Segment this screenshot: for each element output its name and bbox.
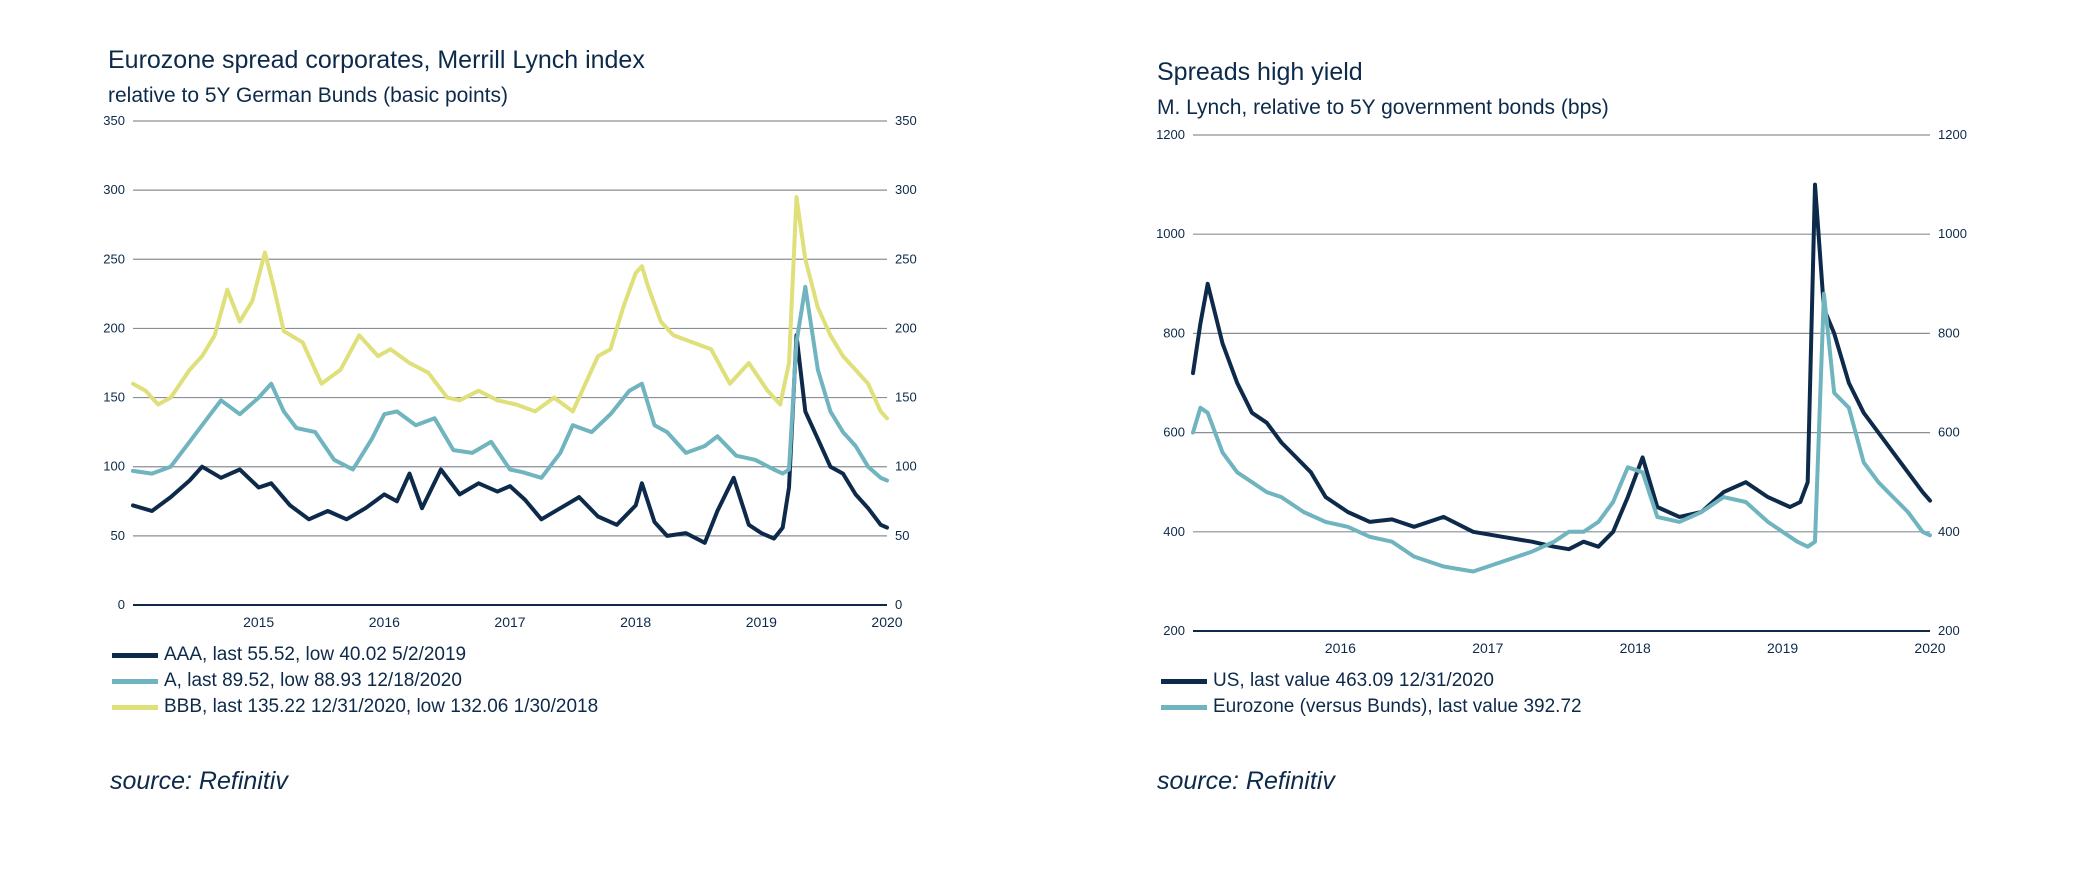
x-tick-label: 2018 (620, 614, 651, 630)
y-tick-label-right: 400 (1938, 524, 1960, 539)
legend-label: Eurozone (versus Bunds), last value 392.… (1213, 696, 1582, 717)
x-tick-label: 2016 (1325, 640, 1356, 656)
series-line (131, 284, 889, 483)
y-tick-label-left: 0 (118, 597, 125, 612)
source-note: source: Refinitiv (1157, 767, 1335, 795)
chart-subtitle: M. Lynch, relative to 5Y government bond… (1157, 96, 1609, 119)
x-tick-label: 2018 (1620, 640, 1651, 656)
series-line (131, 333, 889, 545)
y-tick-label-right: 100 (895, 459, 917, 474)
y-tick-label-right: 150 (895, 390, 917, 405)
legend-item-us: US, last value 463.09 12/31/2020 (1161, 668, 1582, 694)
chart-panel-left: Eurozone spread corporates, Merrill Lync… (103, 46, 917, 795)
legend-swatch (112, 678, 158, 684)
legend-label: A, last 89.52, low 88.93 12/18/2020 (164, 670, 462, 691)
y-tick-label-right: 50 (895, 528, 909, 543)
legend-swatch (1161, 678, 1207, 684)
y-tick-label-right: 350 (895, 113, 917, 128)
y-tick-label-right: 200 (895, 320, 917, 335)
chart-legend: AAA, last 55.52, low 40.02 5/2/2019 A, l… (112, 642, 598, 720)
chart-panel-right: Spreads high yield M. Lynch, relative to… (1037, 0, 2074, 872)
legend-item-aaa: AAA, last 55.52, low 40.02 5/2/2019 (112, 642, 598, 668)
series-line (1191, 291, 1932, 574)
chart-subtitle: relative to 5Y German Bunds (basic point… (108, 84, 508, 107)
y-tick-label-left: 600 (1163, 425, 1185, 440)
y-tick-label-left: 400 (1163, 524, 1185, 539)
y-tick-label-right: 600 (1938, 425, 1960, 440)
y-tick-label-left: 1200 (1156, 127, 1185, 142)
y-tick-label-left: 800 (1163, 325, 1185, 340)
y-tick-label-right: 1000 (1938, 226, 1967, 241)
y-tick-label-left: 1000 (1156, 226, 1185, 241)
line-chart-right: 200 200 400 400 600 600 800 800 1000 1000 1200 1200… (1156, 127, 1967, 656)
legend-item-a: A, last 89.52, low 88.93 12/18/2020 (112, 668, 598, 694)
x-tick-label: 2017 (494, 614, 525, 630)
legend-label: AAA, last 55.52, low 40.02 5/2/2019 (164, 644, 467, 665)
legend-label: BBB, last 135.22 12/31/2020, low 132.06 … (164, 696, 599, 717)
x-tick-label: 2019 (1767, 640, 1798, 656)
legend-swatch (1161, 704, 1207, 710)
y-tick-label-right: 800 (1938, 325, 1960, 340)
x-tick-label: 2019 (746, 614, 777, 630)
legend-item-bbb: BBB, last 135.22 12/31/2020, low 132.06 … (112, 694, 598, 720)
y-tick-label-left: 150 (103, 390, 125, 405)
x-tick-label: 2017 (1472, 640, 1503, 656)
y-tick-label-right: 0 (895, 597, 902, 612)
series-line (1191, 182, 1932, 552)
x-tick-label: 2020 (1914, 640, 1945, 656)
legend-swatch (112, 704, 158, 710)
chart-legend: US, last value 463.09 12/31/2020 Eurozon… (1161, 668, 1582, 720)
legend-label: US, last value 463.09 12/31/2020 (1213, 670, 1494, 691)
legend-swatch (112, 652, 158, 658)
x-tick-label: 2015 (243, 614, 274, 630)
x-tick-label: 2020 (871, 614, 902, 630)
line-chart-left: 0 0 50 50 100 100 150 150 200 200 250 250 300 300 350 3… (103, 113, 917, 630)
series-line (131, 195, 889, 421)
legend-item-eurozone: Eurozone (versus Bunds), last value 392.… (1161, 694, 1582, 720)
y-tick-label-left: 200 (103, 320, 125, 335)
y-tick-label-left: 300 (103, 182, 125, 197)
y-tick-label-left: 250 (103, 251, 125, 266)
chart-title: Spreads high yield (1157, 58, 1363, 86)
y-tick-label-left: 200 (1163, 623, 1185, 638)
y-tick-label-right: 200 (1938, 623, 1960, 638)
y-tick-label-right: 300 (895, 182, 917, 197)
y-tick-label-right: 250 (895, 251, 917, 266)
y-tick-label-right: 1200 (1938, 127, 1967, 142)
source-note: source: Refinitiv (110, 767, 288, 795)
y-tick-label-left: 350 (103, 113, 125, 128)
y-tick-label-left: 50 (111, 528, 125, 543)
y-tick-label-left: 100 (103, 459, 125, 474)
x-tick-label: 2016 (369, 614, 400, 630)
chart-title: Eurozone spread corporates, Merrill Lync… (108, 46, 645, 74)
